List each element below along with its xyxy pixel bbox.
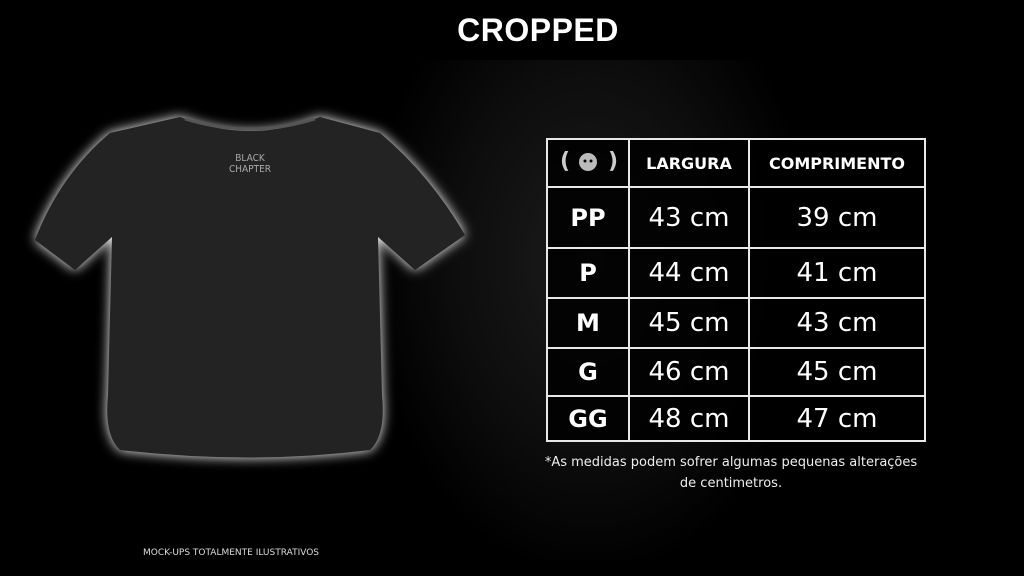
table-row: PP 43 cm 39 cm xyxy=(546,186,926,249)
size-label: PP xyxy=(546,186,630,249)
comprimento-value: 41 cm xyxy=(748,247,926,299)
size-label: M xyxy=(546,297,630,349)
comprimento-value: 47 cm xyxy=(748,395,926,442)
largura-value: 43 cm xyxy=(628,186,750,249)
tshirt-mockup xyxy=(35,117,465,458)
table-row: P 44 cm 41 cm xyxy=(546,247,926,299)
shirt-logo-line: BLACK xyxy=(235,153,265,164)
shirt-logo-print: BLACK CHAPTER xyxy=(228,153,272,175)
svg-text:): ) xyxy=(608,149,618,174)
header-comprimento: COMPRIMENTO xyxy=(748,138,926,188)
largura-value: 44 cm xyxy=(628,247,750,299)
size-label: GG xyxy=(546,395,630,442)
measurement-note: *As medidas podem sofrer algumas pequena… xyxy=(544,455,918,491)
comprimento-value: 43 cm xyxy=(748,297,926,349)
header-largura: LARGURA xyxy=(628,138,750,188)
size-table: () LARGURA COMPRIMENTO PP 43 cm 39 cm P 44 … xyxy=(546,138,926,442)
cat-logo-icon: () xyxy=(546,138,630,188)
mockup-disclaimer: MOCK-UPS TOTALMENTE ILUSTRATIVOS xyxy=(143,548,320,558)
table-row: M 45 cm 43 cm xyxy=(546,297,926,349)
largura-value: 45 cm xyxy=(628,297,750,349)
size-label: P xyxy=(546,247,630,299)
page-title: CROPPED xyxy=(457,12,619,48)
table-row: GG 48 cm 47 cm xyxy=(546,395,926,442)
table-row: G 46 cm 45 cm xyxy=(546,347,926,397)
shirt-logo-line: CHAPTER xyxy=(228,164,272,175)
comprimento-value: 45 cm xyxy=(748,347,926,397)
svg-text:(: ( xyxy=(560,149,570,174)
table-header-row: () LARGURA COMPRIMENTO xyxy=(546,138,926,188)
comprimento-value: 39 cm xyxy=(748,186,926,249)
size-label: G xyxy=(546,347,630,397)
largura-value: 46 cm xyxy=(628,347,750,397)
largura-value: 48 cm xyxy=(628,395,750,442)
